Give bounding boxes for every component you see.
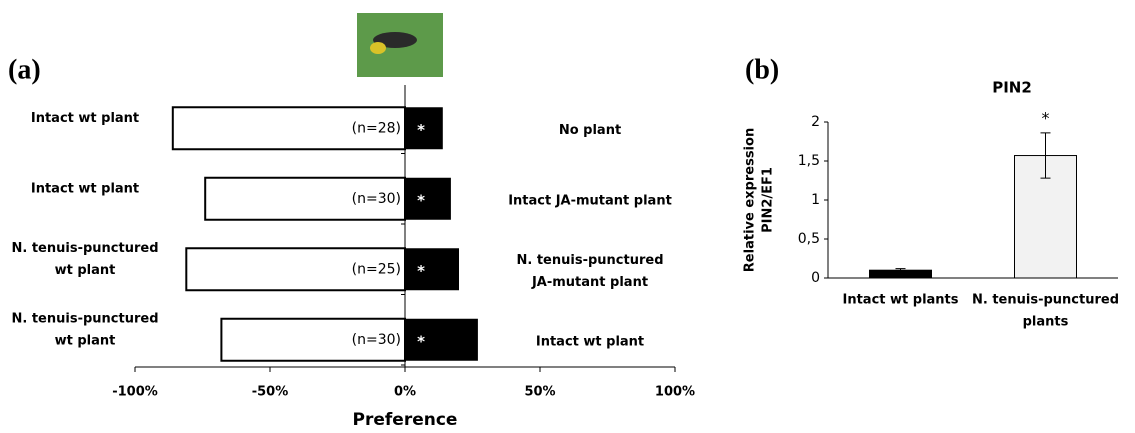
y-axis-label: Relative expression [743,128,758,272]
bar-right [405,178,451,220]
x-tick-label: -100% [112,385,158,400]
significance: * [417,191,425,209]
chart-title: PIN2 [992,79,1032,97]
figure: (a) -100% -50% 0% 50% 100% Preference (n=28) * In… [0,0,1135,429]
bar-right [405,319,478,361]
y-tick-label: 1,5 [798,153,820,169]
undefined: N. tenuis-punctured [12,241,159,256]
x-tick-label: -50% [252,385,289,400]
x-axis-label: Preference [353,410,458,429]
undefined: JA-mutant plant [531,275,648,290]
sample-size: (n=30) [352,191,401,207]
undefined: plants [1023,315,1069,330]
undefined: Intact wt plant [31,181,139,196]
sample-size: (n=30) [352,332,401,348]
sample-size: (n=28) [352,120,401,136]
x-tick-label: 50% [524,385,555,400]
panel-label: (a) [8,54,41,85]
undefined: N. tenuis-punctured [517,253,664,268]
undefined: Intact wt plant [31,111,139,126]
undefined: N. tenuis-punctured [972,293,1119,308]
undefined: No plant [559,123,621,138]
significance: * [1042,108,1050,127]
panel-label: (b) [745,54,779,85]
y-tick-label: 0,5 [798,231,820,247]
undefined: Intact wt plants [842,293,958,308]
x-tick-label: 0% [394,385,416,400]
significance: * [417,121,425,139]
significance: * [417,332,425,350]
x-tick-label: 100% [655,385,695,400]
y-tick-label: 0 [811,270,820,286]
significance: * [417,262,425,280]
sample-size: (n=25) [352,261,401,277]
undefined: N. tenuis-punctured [12,311,159,326]
y-axis-label: PIN2/EF1 [761,167,776,233]
bar-right [405,248,459,290]
undefined: Intact JA-mutant plant [508,193,672,208]
undefined: wt plant [55,263,116,278]
undefined: Intact wt plant [536,334,644,349]
insect-photo-detail [370,42,386,54]
y-tick-label: 2 [811,114,820,130]
undefined: wt plant [55,333,116,348]
y-tick-label: 1 [811,192,820,208]
